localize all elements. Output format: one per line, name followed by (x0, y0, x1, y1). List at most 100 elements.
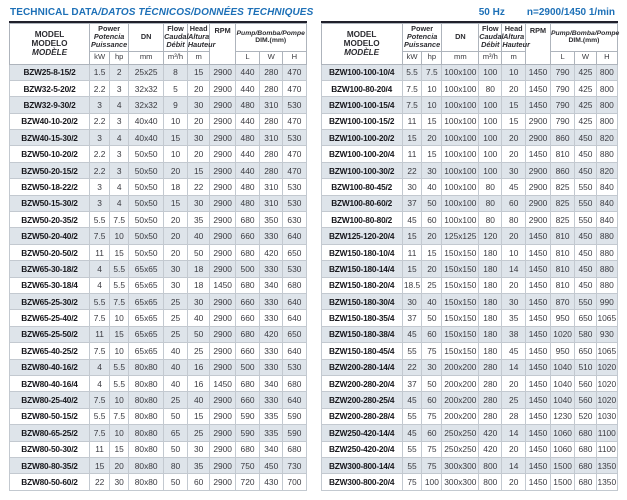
value-cell: 5.5 (109, 260, 130, 278)
table-row: BZW200-280-20/4 37 50 200x200 280 20 1450 1040 5… (320, 374, 619, 393)
value-cell: 1040 (549, 358, 576, 376)
value-cell: 200x200 (441, 391, 480, 409)
model-header-en: MODEL (34, 29, 65, 39)
model-cell: BZW80-80-35/2 (8, 456, 91, 475)
table-row: BZW65-30-18/2 4 5.5 65x65 30 18 2900 500 330 530 (8, 260, 307, 278)
value-cell: 9 (163, 96, 188, 114)
value-cell: 15 (421, 243, 443, 262)
value-cell: 480 (234, 129, 261, 147)
value-cell: 15 (186, 161, 211, 180)
value-cell: 880 (595, 145, 619, 163)
value-cell: 530 (282, 358, 307, 376)
value-cell: 4 (89, 276, 111, 294)
value-cell: 800 (595, 63, 619, 81)
value-cell: 25 (163, 391, 188, 409)
value-cell: 480 (234, 96, 261, 114)
value-cell: 640 (282, 342, 307, 360)
value-cell: 11 (401, 145, 423, 163)
value-cell: 20 (421, 227, 443, 245)
value-cell: 22 (89, 473, 111, 491)
value-cell: 150x150 (441, 260, 480, 278)
value-cell: 650 (282, 325, 307, 344)
value-cell: 10 (501, 243, 527, 262)
value-cell: 810 (549, 260, 576, 278)
table-row: BZW65-25-50/2 11 15 65x65 25 50 2900 680 420 650 (8, 325, 307, 344)
value-cell: 790 (549, 112, 576, 131)
value-cell: 100 (478, 129, 503, 147)
value-cell: 30 (186, 292, 211, 311)
value-cell: 28 (501, 407, 527, 426)
value-cell: 280 (478, 391, 503, 409)
value-cell: 990 (595, 292, 619, 311)
value-cell: 2.2 (89, 161, 111, 180)
value-cell: 40 (163, 358, 188, 376)
value-cell: 45 (501, 178, 527, 196)
value-cell: 310 (259, 129, 284, 147)
flow-header-en: Flow (167, 24, 184, 33)
table-row: BZW80-40-16/2 4 5.5 80x80 40 16 2900 500 330 530 (8, 358, 307, 376)
flow-header-fr: Débit (481, 40, 500, 50)
table-row: BZW150-180-10/4 11 15 150x150 180 10 1450 810 45… (320, 243, 619, 262)
value-cell: 7.5 (89, 227, 111, 245)
value-cell: 3 (89, 129, 111, 147)
value-cell: 590 (234, 407, 261, 426)
value-cell: 1450 (525, 96, 551, 114)
value-cell: 50x50 (128, 161, 165, 180)
model-cell: BZW200-280-20/4 (320, 374, 403, 393)
value-cell: 450 (574, 243, 597, 262)
value-cell: 800 (595, 112, 619, 131)
value-cell: 20 (501, 440, 527, 458)
value-cell: 330 (259, 292, 284, 311)
value-cell: 11 (89, 325, 111, 344)
value-cell: 2900 (209, 473, 236, 491)
value-cell: 800 (595, 96, 619, 114)
value-cell: 20 (163, 227, 188, 245)
model-cell: BZW150-180-45/4 (320, 342, 403, 360)
value-cell: 10 (109, 309, 130, 327)
value-cell: 1030 (595, 407, 619, 426)
flow-column-header: Flow Caudal Débit (163, 23, 188, 52)
table-row: BZW50-20-35/2 5.5 7.5 50x50 20 35 2900 680 350 63… (8, 211, 307, 229)
value-cell: 150x150 (441, 342, 480, 360)
value-cell: 20 (421, 260, 443, 278)
value-cell: 15 (89, 456, 111, 475)
table-row: BZW50-15-30/2 3 4 50x50 15 30 2900 480 310 530 (8, 194, 307, 213)
value-cell: 660 (234, 342, 261, 360)
page-title: TECHNICAL DATA/DATOS TÉCNICOS/DONNÉES TE… (10, 7, 313, 18)
value-cell: 880 (595, 227, 619, 245)
value-cell: 640 (282, 227, 307, 245)
model-cell: BZW25-8-15/2 (8, 63, 91, 81)
model-cell: BZW32-9-30/2 (8, 96, 91, 114)
value-cell: 4 (109, 129, 130, 147)
head-header-es: Altura (188, 32, 210, 42)
value-cell: 14 (501, 424, 527, 442)
table-row: BZW100-100-15/4 7.5 10 100x100 100 15 1450 790 4… (320, 96, 619, 114)
value-cell: 80 (163, 456, 188, 475)
value-cell: 55 (401, 342, 423, 360)
value-cell: 825 (549, 178, 576, 196)
value-cell: 880 (595, 276, 619, 294)
value-cell: 2900 (525, 194, 551, 213)
value-cell: 10 (501, 63, 527, 81)
right-table-panel: MODEL MODELO MODÈLE Power Potencia Puiss… (320, 21, 619, 491)
tables-container: MODEL MODELO MODÈLE Power Potencia Puiss… (8, 21, 619, 491)
value-cell: 500 (234, 358, 261, 376)
value-cell: 810 (549, 227, 576, 245)
value-cell: 590 (282, 424, 307, 442)
table-row: BZW150-180-20/4 18.5 25 150x150 180 20 1450 810… (320, 276, 619, 294)
value-cell: 440 (234, 112, 261, 131)
value-cell: 825 (549, 211, 576, 229)
power-header-es: Potencia (406, 32, 438, 42)
value-cell: 65x65 (128, 309, 165, 327)
model-cell: BZW50-20-40/2 (8, 227, 91, 245)
value-cell: 100x100 (441, 96, 480, 114)
flow-unit-header: m³/h (478, 50, 503, 65)
technical-table-left: MODEL MODELO MODÈLE Power Potencia Puiss… (8, 23, 307, 491)
model-cell: BZW65-25-30/2 (8, 292, 91, 311)
value-cell: 1450 (525, 473, 551, 491)
value-cell: 20 (186, 145, 211, 163)
value-cell: 280 (259, 63, 284, 81)
value-cell: 2900 (209, 391, 236, 409)
value-cell: 340 (259, 374, 284, 393)
value-cell: 950 (549, 342, 576, 360)
